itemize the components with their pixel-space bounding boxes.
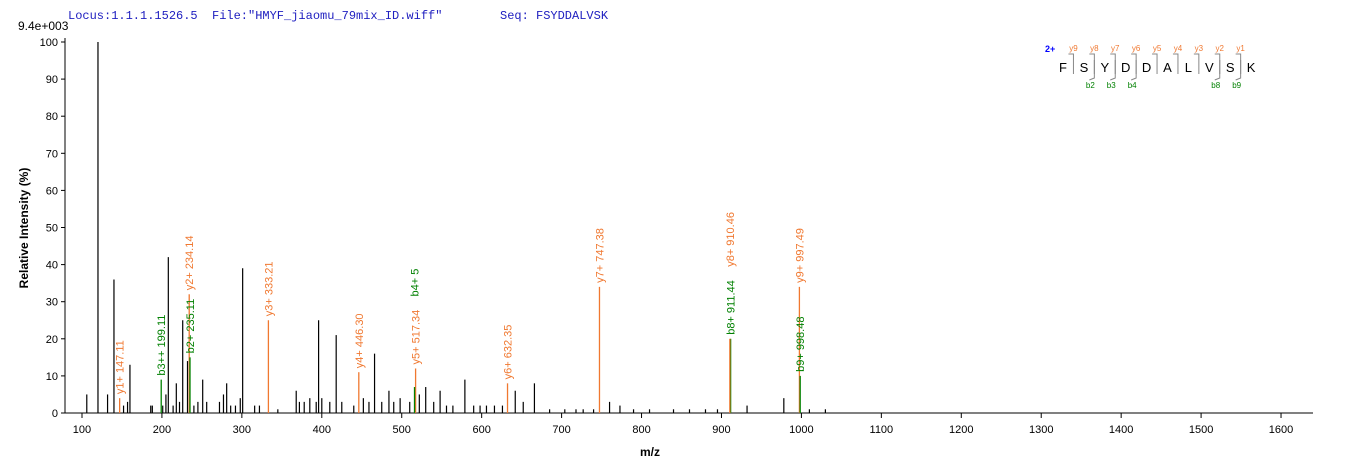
y-bracket — [1089, 53, 1095, 74]
y-bracket — [1193, 53, 1200, 74]
residue: S — [1226, 60, 1235, 75]
y-tick-label: 30 — [46, 297, 58, 309]
b-bracket — [1130, 60, 1137, 81]
y-bracket — [1110, 53, 1116, 74]
y-tick-label: 70 — [46, 148, 58, 160]
x-tick-label: 400 — [313, 424, 331, 436]
y-tick-label: 10 — [46, 371, 58, 383]
y-tick-label: 90 — [46, 74, 58, 86]
y-ion-label: y8 — [1090, 44, 1099, 53]
charge-label: 2+ — [1045, 44, 1055, 54]
peak-label: y4+ 446.30 — [354, 313, 366, 368]
b-bracket — [1235, 60, 1242, 81]
b-bracket — [1110, 60, 1116, 81]
y-ion-label: y5 — [1153, 44, 1162, 53]
y-ion-label: y7 — [1111, 44, 1120, 53]
scale-label: 9.4e+003 — [18, 19, 69, 33]
residue: F — [1059, 60, 1067, 75]
header-locus: Locus:1.1.1.1526.5 — [68, 9, 198, 23]
y-bracket — [1172, 53, 1179, 74]
x-tick-label: 600 — [472, 424, 490, 436]
header-seq: Seq: FSYDDALVSK — [500, 9, 609, 23]
y-bracket — [1152, 53, 1158, 74]
peak-label: y1+ 147.11 — [115, 340, 127, 394]
x-tick-label: 1600 — [1269, 424, 1293, 436]
residue: D — [1121, 60, 1130, 75]
y-tick-label: 80 — [46, 111, 58, 123]
y-tick-label: 20 — [46, 334, 58, 346]
x-tick-label: 1500 — [1189, 424, 1213, 436]
y-ion-label: y2 — [1216, 44, 1225, 53]
x-tick-label: 200 — [153, 424, 171, 436]
x-tick-label: 1300 — [1029, 424, 1053, 436]
b-bracket — [1214, 60, 1221, 81]
y-bracket — [1068, 53, 1074, 74]
y-tick-label: 40 — [46, 260, 58, 272]
residue: L — [1185, 60, 1192, 75]
b-ion-label: b4 — [1128, 81, 1137, 90]
peak-label: y8+ 910.46 — [725, 212, 737, 267]
residue: Y — [1100, 60, 1109, 75]
peak-label: y7+ 747.38 — [594, 228, 606, 283]
y-tick-label: 100 — [40, 37, 58, 49]
y-ion-label: y6 — [1132, 44, 1141, 53]
residue: S — [1080, 60, 1089, 75]
y-bracket — [1131, 53, 1137, 74]
y-ion-label: y1 — [1236, 44, 1245, 53]
header-file: File:"HMYF_jiaomu_79mix_ID.wiff" — [212, 9, 442, 23]
peak-label: b4+ 5 — [410, 269, 422, 297]
peak-label: y6+ 632.35 — [503, 325, 515, 380]
x-tick-label: 1100 — [870, 424, 894, 436]
peak-label: y9+ 997.49 — [794, 228, 806, 283]
peak-label: b8+ 911.44 — [726, 280, 738, 335]
y-ion-label: y4 — [1174, 44, 1183, 53]
x-tick-label: 500 — [393, 424, 411, 436]
y-bracket — [1214, 53, 1221, 74]
b-ion-label: b2 — [1086, 81, 1095, 90]
residue: A — [1163, 60, 1172, 75]
y-ion-label: y3 — [1195, 44, 1204, 53]
peak-label: y2+ 234.14 — [184, 236, 196, 291]
b-ion-label: b8 — [1211, 81, 1220, 90]
residue: D — [1142, 60, 1151, 75]
b-ion-label: b9 — [1232, 81, 1241, 90]
peak-label: b9+ 998.48 — [795, 317, 807, 372]
y-tick-label: 0 — [52, 408, 58, 420]
x-tick-label: 800 — [632, 424, 650, 436]
x-tick-label: 300 — [233, 424, 251, 436]
y-ion-label: y9 — [1069, 44, 1078, 53]
x-tick-label: 900 — [712, 424, 730, 436]
peak-label: b2+ 235.11 — [185, 299, 197, 354]
residue: K — [1247, 60, 1256, 75]
y-axis-label: Relative Intensity (%) — [17, 168, 31, 289]
b-bracket — [1089, 60, 1095, 81]
residue: V — [1205, 60, 1214, 75]
x-tick-label: 1200 — [949, 424, 973, 436]
x-tick-label: 700 — [552, 424, 570, 436]
x-axis-label: m/z — [640, 445, 660, 459]
y-bracket — [1235, 53, 1242, 74]
x-tick-label: 1000 — [789, 424, 813, 436]
b-ion-label: b3 — [1107, 81, 1116, 90]
peak-label: y3+ 333.21 — [263, 262, 275, 317]
peak-label: b3++ 199.11 — [156, 315, 168, 376]
y-tick-label: 50 — [46, 223, 58, 235]
x-tick-label: 1400 — [1109, 424, 1133, 436]
peak-label: y5+ 517.34 — [411, 310, 423, 365]
y-tick-label: 60 — [46, 185, 58, 197]
x-tick-label: 100 — [73, 424, 91, 436]
